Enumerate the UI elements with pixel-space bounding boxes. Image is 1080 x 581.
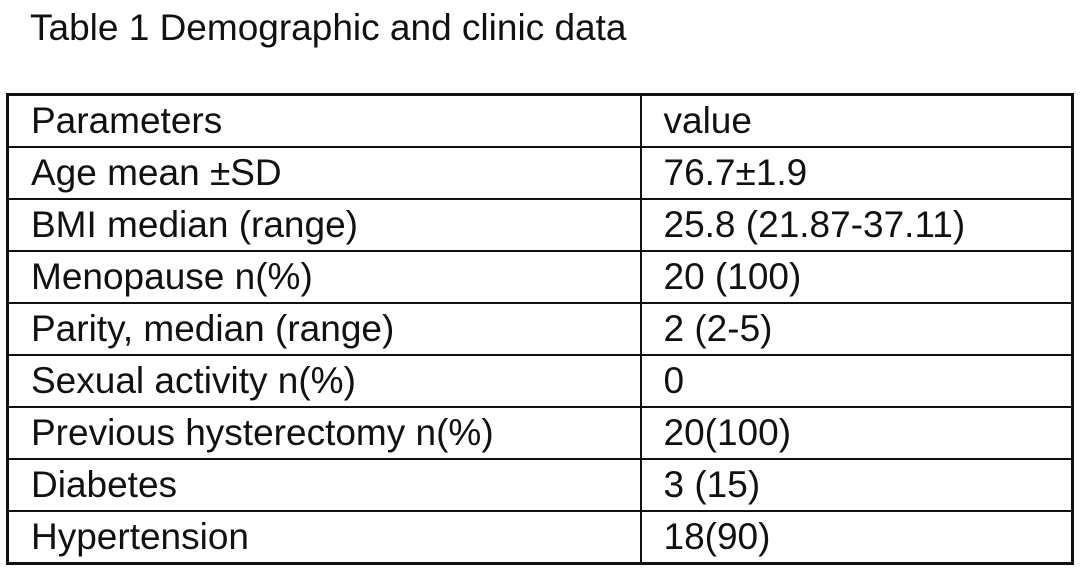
table-row: Hypertension 18(90) — [6, 510, 1074, 565]
table-row: Sexual activity n(%) 0 — [6, 354, 1074, 408]
table-row: Previous hysterectomy n(%) 20(100) — [6, 406, 1074, 460]
table-row-cell: 25.8 (21.87-37.11) — [639, 198, 1074, 252]
table-row: Parity, median (range) 2 (2-5) — [6, 302, 1074, 356]
data-table: Parameters value Age mean ±SD 76.7±1.9 BMI m… — [6, 93, 1074, 565]
table-row-cell: 2 (2-5) — [639, 302, 1074, 356]
table-row-cell: 3 (15) — [639, 458, 1074, 512]
table-row: Diabetes 3 (15) — [6, 458, 1074, 512]
table-row: Age mean ±SD 76.7±1.9 — [6, 146, 1074, 200]
table-row-cell: Sexual activity n(%) — [6, 354, 642, 408]
header-row-cell: Parameters — [6, 93, 642, 148]
table-row: BMI median (range) 25.8 (21.87-37.11) — [6, 198, 1074, 252]
table-row-cell: 76.7±1.9 — [639, 146, 1074, 200]
header-row: Parameters value — [6, 93, 1074, 148]
table-row-cell: Hypertension — [6, 510, 642, 565]
table-body: Parameters value Age mean ±SD 76.7±1.9 BMI m… — [6, 93, 1074, 565]
table-row-cell: 20(100) — [639, 406, 1074, 460]
header-row-cell: value — [639, 93, 1074, 148]
table-row-cell: Parity, median (range) — [6, 302, 642, 356]
table-row-cell: Diabetes — [6, 458, 642, 512]
table-title: Table 1 Demographic and clinic data — [30, 7, 627, 48]
table-row: Menopause n(%) 20 (100) — [6, 250, 1074, 304]
table-row-cell: Menopause n(%) — [6, 250, 642, 304]
table-row-cell: 20 (100) — [639, 250, 1074, 304]
table-row-cell: Previous hysterectomy n(%) — [6, 406, 642, 460]
table-row-cell: 0 — [639, 354, 1074, 408]
table-row-cell: 18(90) — [639, 510, 1074, 565]
table-row-cell: BMI median (range) — [6, 198, 642, 252]
table-row-cell: Age mean ±SD — [6, 146, 642, 200]
